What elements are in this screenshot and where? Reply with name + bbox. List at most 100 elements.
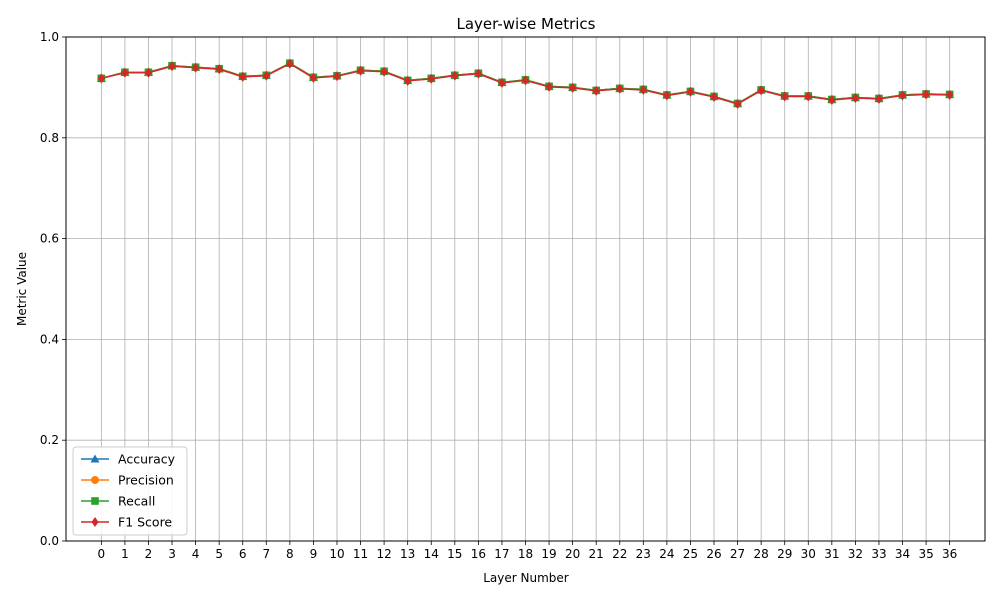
x-tick-label: 3: [168, 547, 176, 561]
data-point: [875, 93, 883, 104]
x-tick-label: 27: [730, 547, 745, 561]
series-f1-score: [97, 58, 954, 110]
legend-box: [72, 446, 188, 536]
data-point: [639, 84, 647, 95]
legend-item: Recall: [81, 494, 155, 509]
data-point: [357, 65, 365, 76]
y-tick-label: 0.2: [40, 433, 59, 447]
data-point: [828, 95, 836, 105]
data-point: [451, 70, 459, 81]
x-tick-label: 0: [98, 547, 106, 561]
legend-label: F1 Score: [118, 515, 172, 530]
y-tick-label: 0.8: [40, 131, 59, 145]
data-point: [498, 77, 506, 88]
data-point: [309, 72, 317, 83]
legend: Accuracy Precision Recall F1 Score: [72, 446, 188, 536]
data-point: [946, 89, 954, 100]
series-group: [96, 58, 955, 110]
x-tick-label: 31: [824, 547, 839, 561]
data-point: [899, 90, 907, 101]
x-tick-label: 2: [145, 547, 153, 561]
x-tick-label: 7: [262, 547, 270, 561]
x-tick-label: 4: [192, 547, 200, 561]
x-axis-ticks: 0 1 2 3 4 5 6 7 8 9 10 11 12 13 14 15 16 17 18 19 20 21 22 23 24…: [98, 541, 957, 561]
x-tick-label: 28: [754, 547, 769, 561]
data-point: [545, 81, 553, 92]
data-point: [710, 91, 718, 102]
data-point: [569, 82, 577, 93]
data-point: [286, 58, 294, 69]
x-tick-label: 24: [659, 547, 674, 561]
x-tick-label: 11: [353, 547, 368, 561]
x-tick-label: 10: [329, 547, 344, 561]
x-tick-label: 1: [121, 547, 129, 561]
data-point: [592, 85, 600, 96]
data-point: [663, 90, 671, 101]
data-point: [616, 83, 624, 94]
chart-title: Layer-wise Metrics: [457, 15, 596, 33]
legend-label: Accuracy: [118, 452, 176, 467]
data-point: [922, 89, 930, 100]
legend-marker: [91, 517, 99, 527]
x-tick-label: 14: [424, 547, 439, 561]
data-point: [757, 85, 765, 96]
x-tick-label: 6: [239, 547, 247, 561]
legend-item: Accuracy: [81, 452, 176, 467]
data-point: [686, 86, 694, 97]
x-tick-label: 13: [400, 547, 415, 561]
data-point: [215, 64, 223, 75]
data-point: [262, 70, 270, 81]
data-point: [144, 67, 152, 78]
y-tick-label: 0.0: [40, 534, 59, 548]
legend-item: F1 Score: [81, 515, 172, 530]
x-tick-label: 36: [942, 547, 957, 561]
data-point: [851, 92, 859, 103]
data-point: [804, 91, 812, 102]
x-tick-label: 21: [589, 547, 604, 561]
legend-label: Recall: [118, 494, 155, 509]
x-tick-label: 17: [494, 547, 509, 561]
data-point: [404, 75, 412, 86]
y-tick-label: 0.4: [40, 332, 59, 346]
x-tick-label: 34: [895, 547, 910, 561]
data-point: [380, 66, 388, 77]
x-tick-label: 8: [286, 547, 294, 561]
data-point: [239, 71, 247, 82]
data-point: [781, 91, 789, 102]
x-tick-label: 5: [215, 547, 223, 561]
x-tick-label: 29: [777, 547, 792, 561]
y-tick-label: 1.0: [40, 30, 59, 44]
x-tick-label: 22: [612, 547, 627, 561]
x-tick-label: 32: [848, 547, 863, 561]
data-point: [522, 75, 529, 86]
y-axis-label: Metric Value: [15, 252, 29, 326]
y-axis-ticks: 0.0 0.2 0.4 0.6 0.8 1.0: [40, 30, 66, 548]
x-tick-label: 35: [918, 547, 933, 561]
legend-marker: [90, 454, 100, 463]
x-tick-label: 16: [471, 547, 486, 561]
x-axis-label: Layer Number: [483, 571, 569, 585]
y-tick-label: 0.6: [40, 232, 59, 246]
data-point: [474, 68, 482, 79]
x-tick-label: 20: [565, 547, 580, 561]
x-tick-label: 26: [706, 547, 721, 561]
data-point: [121, 67, 129, 78]
legend-label: Precision: [118, 473, 174, 488]
legend-marker: [91, 476, 99, 484]
legend-item: Precision: [81, 473, 174, 488]
x-tick-label: 15: [447, 547, 462, 561]
data-point: [333, 71, 341, 82]
x-tick-label: 9: [310, 547, 318, 561]
x-tick-label: 12: [376, 547, 391, 561]
data-point: [192, 62, 200, 73]
x-tick-label: 33: [871, 547, 886, 561]
legend-marker: [91, 497, 99, 505]
data-point: [427, 73, 435, 84]
x-tick-label: 30: [801, 547, 816, 561]
data-point: [97, 73, 105, 84]
x-tick-label: 18: [518, 547, 533, 561]
x-tick-label: 19: [541, 547, 556, 561]
x-tick-label: 23: [636, 547, 651, 561]
data-point: [168, 61, 176, 72]
